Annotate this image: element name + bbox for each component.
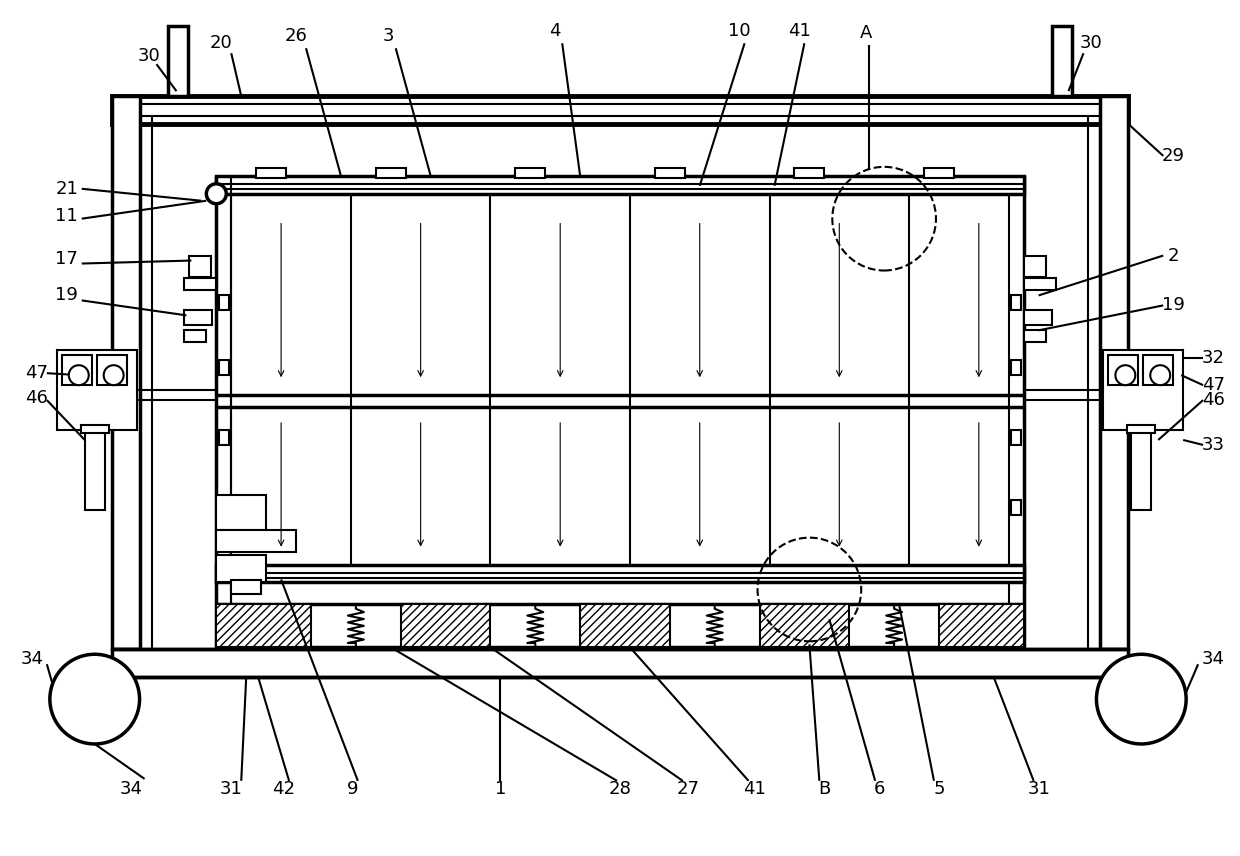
Text: 47: 47 — [25, 364, 48, 382]
Text: 19: 19 — [56, 287, 78, 305]
Bar — [1109, 355, 1138, 385]
Bar — [216, 604, 311, 647]
Bar — [219, 360, 229, 375]
Text: 21: 21 — [56, 180, 78, 198]
Bar — [1104, 350, 1183, 430]
Bar — [169, 27, 188, 96]
Bar — [1024, 256, 1045, 277]
Bar — [232, 580, 262, 594]
Bar — [1024, 330, 1045, 342]
Text: 20: 20 — [210, 34, 233, 52]
Bar — [760, 604, 849, 647]
Text: B: B — [818, 780, 831, 798]
Text: 5: 5 — [934, 780, 945, 798]
Text: 9: 9 — [347, 780, 358, 798]
Bar — [1011, 430, 1021, 445]
Text: 17: 17 — [56, 250, 78, 268]
Circle shape — [1096, 654, 1187, 744]
Bar — [939, 604, 1024, 647]
Bar — [219, 500, 229, 514]
Bar — [257, 168, 286, 178]
Text: 32: 32 — [1202, 349, 1225, 367]
Text: 4: 4 — [549, 22, 560, 40]
Text: 1: 1 — [495, 780, 506, 798]
Bar — [1024, 278, 1055, 290]
Text: 2: 2 — [1167, 247, 1179, 265]
Bar — [112, 650, 1128, 677]
Text: 34: 34 — [20, 651, 43, 669]
Text: 6: 6 — [873, 780, 885, 798]
Text: 30: 30 — [138, 47, 161, 65]
Bar — [62, 355, 92, 385]
Bar — [216, 565, 1024, 582]
Circle shape — [104, 366, 124, 385]
Text: 27: 27 — [676, 780, 699, 798]
Text: 19: 19 — [1162, 296, 1184, 314]
Text: 3: 3 — [383, 27, 394, 45]
Bar — [216, 175, 1024, 193]
Bar — [81, 425, 109, 433]
Text: 28: 28 — [609, 780, 631, 798]
Bar — [219, 430, 229, 445]
Bar — [112, 96, 1128, 124]
Bar — [516, 168, 546, 178]
Circle shape — [1116, 366, 1136, 385]
Bar — [219, 295, 229, 311]
Bar — [1052, 27, 1071, 96]
Bar — [580, 604, 670, 647]
Bar — [216, 555, 267, 582]
Bar — [1011, 500, 1021, 514]
Circle shape — [50, 654, 140, 744]
Bar — [401, 604, 491, 647]
Text: 41: 41 — [743, 780, 766, 798]
Bar — [1131, 430, 1151, 509]
Bar — [1024, 311, 1052, 325]
Circle shape — [1151, 366, 1171, 385]
Bar — [84, 430, 104, 509]
Bar — [655, 168, 684, 178]
Bar — [185, 311, 212, 325]
Text: 46: 46 — [26, 389, 48, 407]
Bar — [1100, 96, 1128, 650]
Bar — [57, 350, 136, 430]
Text: 26: 26 — [285, 27, 308, 45]
Bar — [185, 330, 206, 342]
Circle shape — [206, 184, 226, 204]
Bar — [924, 168, 954, 178]
Text: 42: 42 — [272, 780, 295, 798]
Text: 34: 34 — [1202, 651, 1225, 669]
Text: 31: 31 — [219, 780, 243, 798]
Text: 11: 11 — [56, 206, 78, 224]
Bar — [376, 168, 405, 178]
Text: 30: 30 — [1080, 34, 1102, 52]
Bar — [216, 495, 267, 530]
Bar — [190, 256, 211, 277]
Text: 33: 33 — [1202, 436, 1225, 454]
Bar — [1127, 425, 1156, 433]
Bar — [1143, 355, 1173, 385]
Bar — [795, 168, 825, 178]
Text: 10: 10 — [728, 22, 751, 40]
Bar — [1011, 360, 1021, 375]
Text: A: A — [861, 24, 873, 42]
Text: 29: 29 — [1162, 147, 1184, 165]
Text: 41: 41 — [787, 22, 811, 40]
Text: 31: 31 — [1027, 780, 1050, 798]
Bar — [1011, 295, 1021, 311]
Text: 34: 34 — [120, 780, 143, 798]
Bar — [185, 278, 216, 290]
Bar — [216, 530, 296, 551]
Text: 46: 46 — [1202, 391, 1225, 409]
Bar — [112, 96, 140, 650]
Bar — [97, 355, 126, 385]
Text: 47: 47 — [1202, 376, 1225, 394]
Circle shape — [68, 366, 89, 385]
